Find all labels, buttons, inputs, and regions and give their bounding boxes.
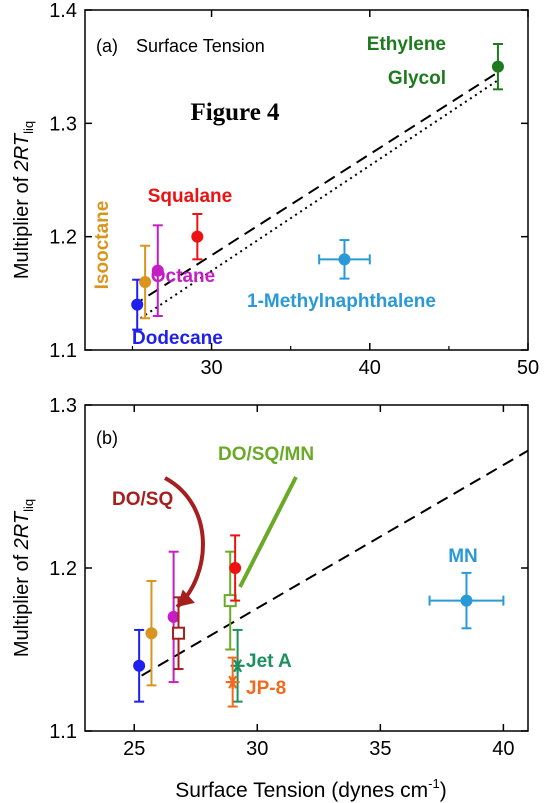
x-tick-label: 35 — [369, 738, 391, 760]
data-point — [131, 278, 144, 331]
point-label: DO/SQ — [112, 489, 173, 510]
x-tick-label: 50 — [517, 357, 539, 379]
x-tick-label: 30 — [200, 357, 222, 379]
marker-circle — [491, 60, 504, 73]
panel-a: 30 40 50 1.1 1.2 1.3 1.4 Dodecane Isooctane Octan… — [49, 0, 539, 379]
marker-circle — [139, 276, 152, 288]
figure-label: Figure 4 — [190, 99, 280, 126]
marker-circle — [145, 627, 158, 640]
point-label: DO/SQ/MN — [218, 444, 314, 465]
y-tick-label: 1.2 — [49, 227, 77, 249]
point-label: Jet A — [246, 651, 292, 672]
point-label: JP-8 — [246, 678, 286, 699]
y-tick-label: 1.1 — [49, 340, 77, 362]
data-point — [145, 580, 158, 687]
x-tick-label: 40 — [359, 357, 381, 379]
y-tick-label: 1.3 — [49, 395, 77, 417]
x-tick-label: 40 — [492, 738, 514, 760]
point-label: Glycol — [388, 68, 446, 89]
annotation-arrow — [238, 476, 298, 588]
point-label: MN — [448, 546, 478, 567]
point-label: Ethylene — [367, 34, 446, 55]
data-point — [172, 596, 186, 671]
data-point — [139, 244, 152, 320]
dashed-fit-line — [141, 449, 529, 677]
dashed-fit-line — [131, 71, 499, 307]
y-tick-label: 1.1 — [49, 721, 77, 743]
data-point — [491, 43, 504, 91]
data-point — [151, 224, 164, 317]
point-label: 1-Methylnaphthalene — [247, 291, 436, 312]
marker-circle — [460, 594, 473, 607]
marker-circle — [338, 253, 351, 266]
data-point — [225, 656, 240, 708]
y-tick-label: 1.4 — [49, 0, 77, 22]
data-point — [133, 628, 146, 703]
marker-circle — [191, 230, 204, 243]
data-point — [318, 239, 371, 280]
x-axis-label: Surface Tension (dynes cm-1) — [175, 776, 446, 802]
marker-circle — [133, 659, 146, 672]
data-point — [167, 550, 180, 684]
data-point — [191, 213, 204, 261]
point-label: Squalane — [148, 186, 232, 207]
x-tick-label: 25 — [123, 738, 145, 760]
annotation-arrow — [164, 476, 205, 609]
data-point — [428, 571, 505, 630]
y-tick-label: 1.2 — [49, 558, 77, 580]
panel-label: (b) — [96, 428, 118, 448]
y-axis-label-b: Multiplier of 2RTliq — [11, 499, 36, 657]
y-axis-label-a: Multiplier of 2RTliq — [11, 121, 36, 279]
point-label: Dodecane — [132, 328, 223, 349]
marker-circle — [131, 298, 144, 311]
y-tick-label: 1.3 — [49, 113, 77, 135]
data-point — [229, 534, 242, 602]
marker-square — [172, 626, 186, 640]
marker-circle — [167, 610, 180, 623]
point-label: Octane — [151, 266, 215, 287]
plot-frame — [84, 9, 529, 351]
marker-circle — [151, 264, 164, 277]
panel-title: Surface Tension — [136, 36, 265, 56]
point-label: Isooctane — [92, 201, 113, 290]
panel-label: (a) — [96, 36, 118, 56]
annotation-arrowhead — [177, 589, 195, 607]
x-tick-label: 30 — [246, 738, 268, 760]
marker-circle — [229, 562, 242, 574]
panel-b: 25 30 35 40 1.1 1.2 1.3 DO/SQ DO/SQ/MN MN Jet A JP-… — [49, 395, 529, 760]
